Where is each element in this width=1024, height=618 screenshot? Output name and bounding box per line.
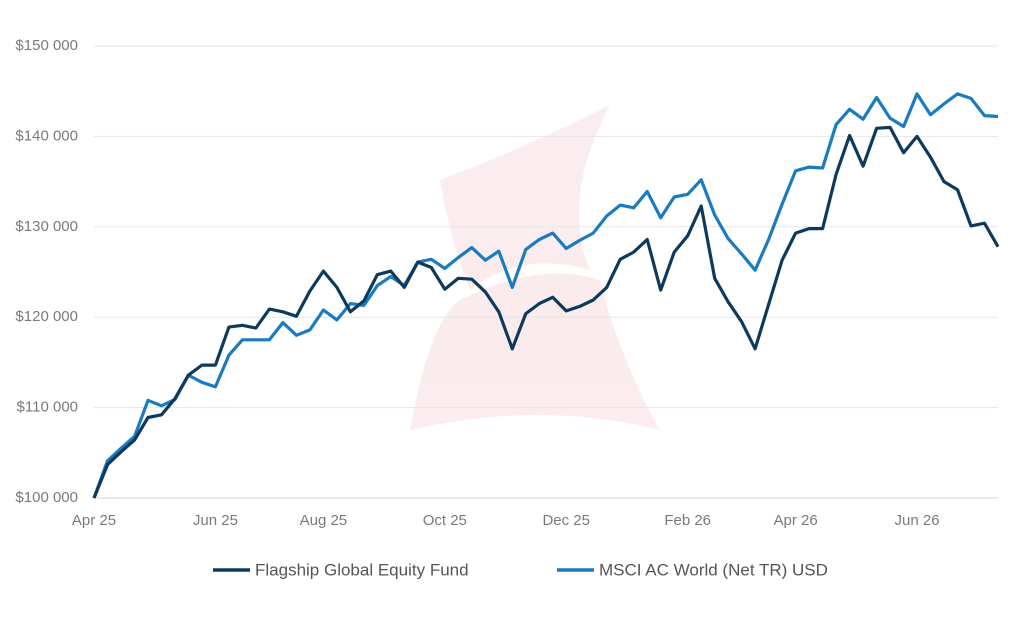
x-tick-label: Jun 26 — [895, 512, 940, 529]
y-tick-label: $140 000 — [15, 127, 78, 144]
y-tick-label: $100 000 — [15, 489, 78, 506]
series-line — [92, 125, 1000, 499]
y-tick-label: $150 000 — [15, 37, 78, 54]
legend-label: Flagship Global Equity Fund — [255, 560, 469, 579]
watermark — [410, 105, 660, 430]
x-tick-label: Aug 25 — [300, 512, 348, 529]
x-tick-label: Apr 25 — [72, 512, 116, 529]
x-tick-label: Jun 25 — [193, 512, 238, 529]
x-tick-label: Oct 25 — [423, 512, 467, 529]
x-tick-label: Dec 25 — [542, 512, 590, 529]
y-tick-label: $110 000 — [17, 399, 78, 416]
legend-label: MSCI AC World (Net TR) USD — [599, 560, 828, 579]
y-tick-label: $130 000 — [15, 218, 78, 235]
series-line — [92, 92, 999, 499]
x-tick-label: Feb 26 — [664, 512, 711, 529]
x-tick-label: Apr 26 — [774, 512, 818, 529]
y-tick-label: $120 000 — [15, 308, 78, 325]
